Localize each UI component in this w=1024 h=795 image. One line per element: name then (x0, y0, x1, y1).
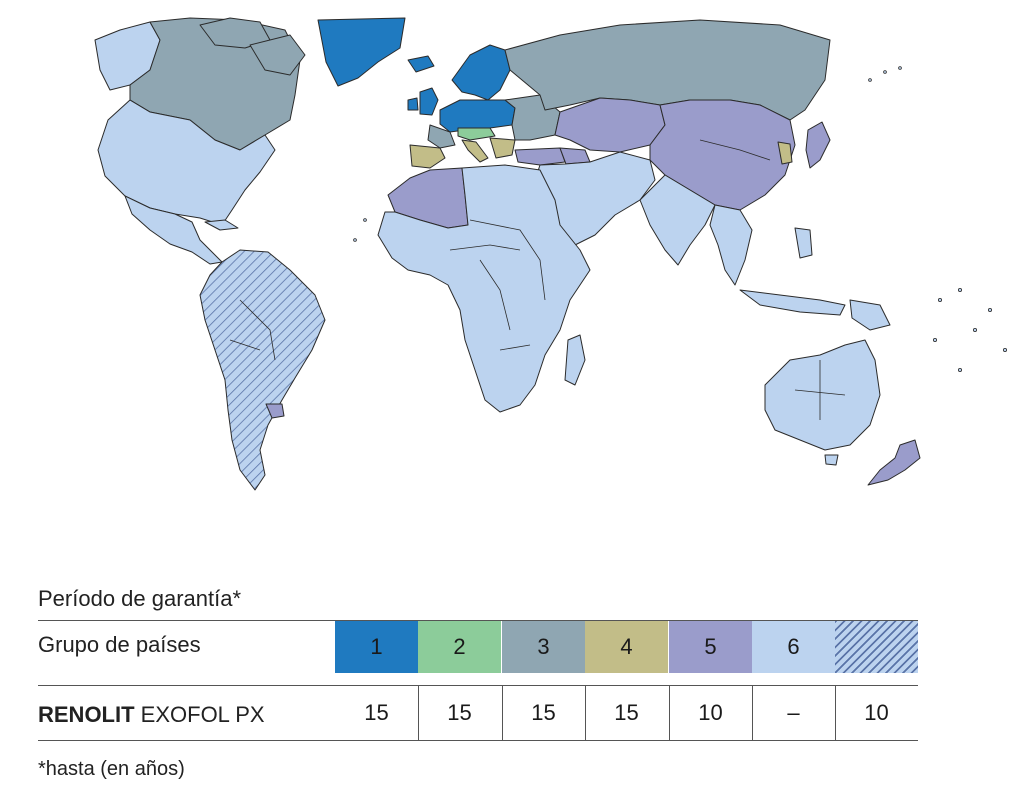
product-name: EXOFOL PX (134, 702, 265, 727)
warranty-years-group-3: 15 (531, 700, 556, 725)
table-column-divider (418, 686, 419, 740)
table-column-divider (835, 686, 836, 740)
region-japan (805, 121, 831, 169)
region-indonesia (739, 289, 846, 316)
region-new-zealand (867, 439, 921, 486)
region-ireland (407, 97, 419, 111)
region-baffin (249, 34, 306, 76)
warranty-years-group-4: 15 (614, 700, 639, 725)
region-madagascar (564, 334, 586, 386)
region-europe-west (439, 99, 516, 133)
footnote: *hasta (en años) (38, 758, 185, 780)
table-column-divider (669, 686, 670, 740)
region-southeast-asia (709, 204, 753, 286)
legend-swatch-group-5: 5 (669, 621, 752, 673)
country-groups-label: Grupo de países (38, 632, 201, 657)
region-africa (377, 164, 591, 413)
region-iberia (409, 144, 446, 169)
region-new-guinea (849, 299, 891, 331)
region-italy (461, 139, 489, 163)
region-greenland (317, 17, 406, 87)
warranty-years-group-5: 10 (698, 700, 723, 725)
region-china (649, 99, 796, 211)
warranty-years-group-6: – (787, 700, 800, 725)
legend-swatch-group-1: 1 (335, 621, 418, 673)
region-central-asia (554, 97, 666, 153)
region-uk (419, 87, 439, 116)
product-label: RENOLIT EXOFOL PX (38, 702, 265, 728)
table-bottom-rule (38, 740, 918, 741)
warranty-years-group-2: 15 (447, 700, 472, 725)
region-india (639, 174, 716, 266)
legend-swatch-group-2: 2 (418, 621, 501, 673)
warranty-years-group-1: 15 (364, 700, 389, 725)
region-south-america (199, 249, 326, 491)
legend-swatch-group-6: 6 (752, 621, 835, 673)
region-korea (777, 141, 793, 165)
region-uruguay (265, 403, 285, 419)
region-france (427, 124, 456, 149)
world-map (94, 17, 1008, 491)
legend-swatch-group-3: 3 (502, 621, 585, 673)
table-column-divider (502, 686, 503, 740)
legend-swatch-group-4: 4 (585, 621, 668, 673)
warranty-years-group-hatched: 10 (864, 700, 889, 725)
region-europe-central (457, 127, 496, 141)
table-top-rule (38, 620, 918, 621)
table-mid-rule (38, 685, 918, 686)
region-usa (97, 99, 276, 226)
region-iceland (407, 55, 435, 73)
region-turkey (514, 147, 566, 166)
region-scandinavia (451, 44, 511, 101)
region-australia (764, 339, 881, 451)
table-column-divider (585, 686, 586, 740)
product-brand: RENOLIT (38, 702, 135, 727)
legend-swatch-group-hatched (835, 621, 918, 673)
region-cuba (204, 219, 239, 231)
legend-title: Período de garantía* (38, 586, 242, 611)
table-column-divider (752, 686, 753, 740)
region-balkans (489, 137, 516, 159)
region-philippines (794, 227, 813, 259)
region-tasmania (824, 454, 839, 466)
